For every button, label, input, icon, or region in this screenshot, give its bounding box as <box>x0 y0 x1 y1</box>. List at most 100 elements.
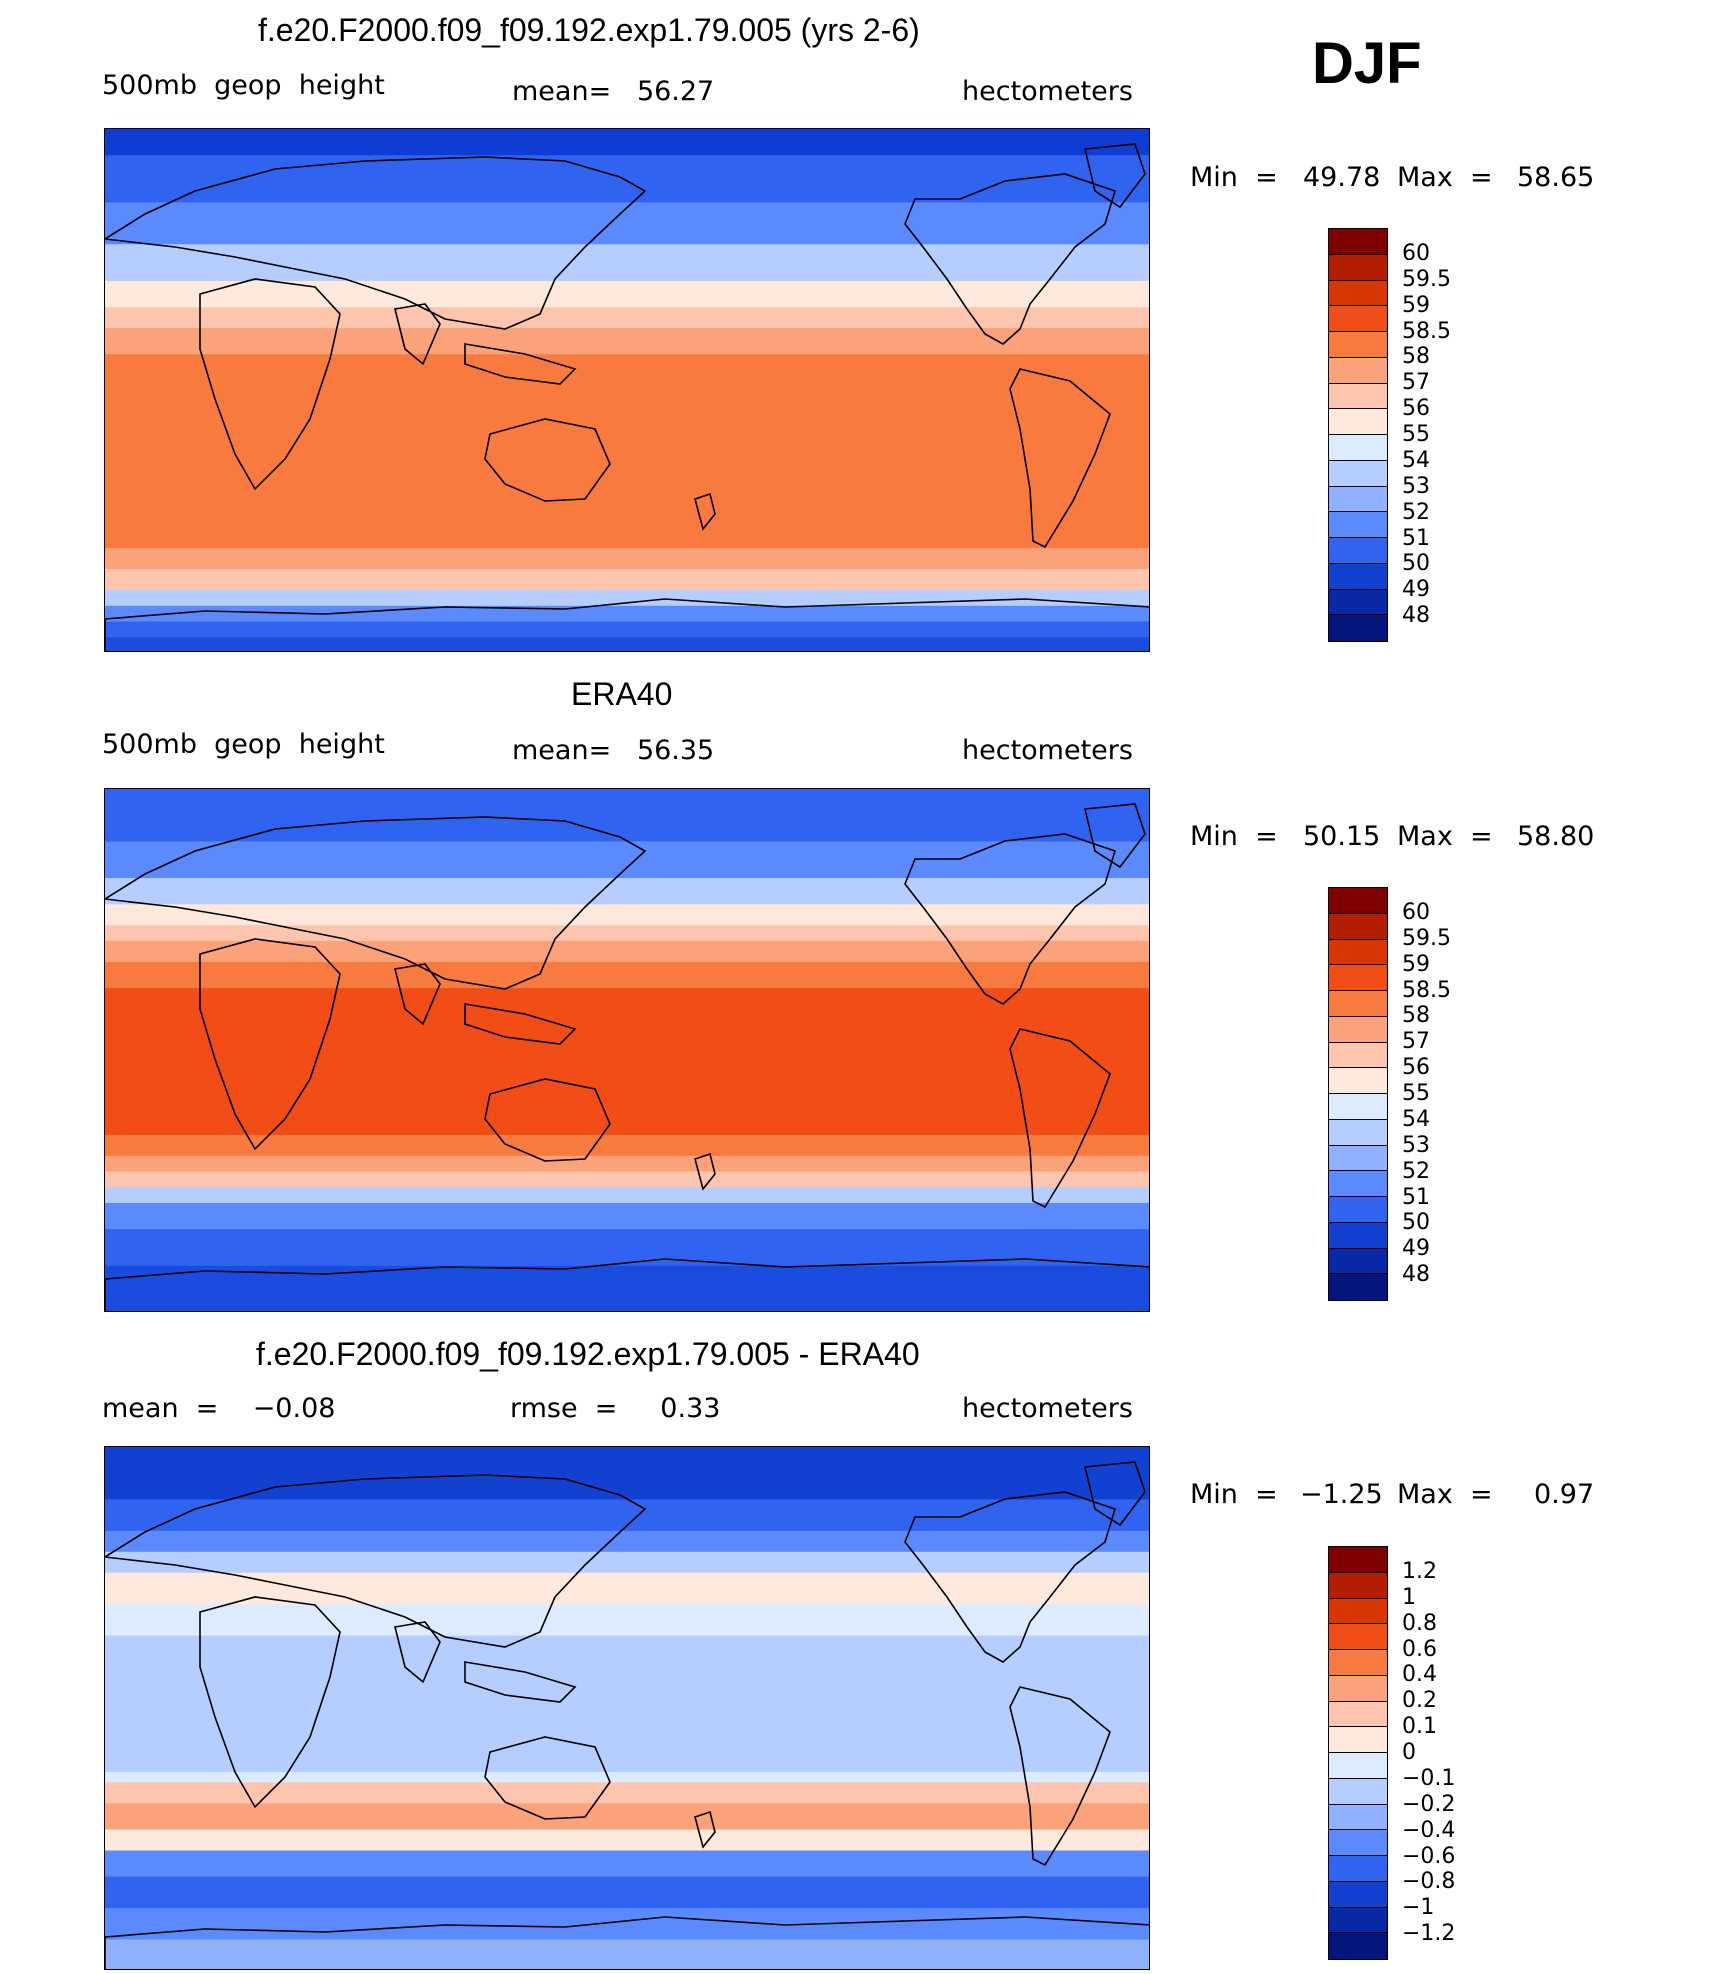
panel-3-max-label: Max = <box>1397 1479 1493 1510</box>
colorbar-swatch <box>1329 589 1387 616</box>
contour-band <box>105 1551 1149 1574</box>
panel-3-mean-label: mean = −0.08 <box>102 1393 336 1424</box>
colorbar-swatch <box>1329 332 1387 358</box>
coastline <box>1084 803 1146 869</box>
colorbar-tick-label: 50 <box>1402 1210 1430 1236</box>
colorbar-tick-label: 58 <box>1402 1003 1430 1029</box>
coastline <box>694 1152 716 1191</box>
contour-band <box>105 155 1149 203</box>
colorbar-swatch <box>1329 486 1387 513</box>
coastline <box>105 816 647 990</box>
colorbar-swatch <box>1329 1778 1387 1805</box>
panel-2-units-label: hectometers <box>962 735 1133 766</box>
colorbar-swatch <box>1329 280 1387 307</box>
colorbar-swatch <box>1329 1933 1387 1959</box>
contour-band <box>105 1771 1149 1783</box>
panel-1-max-label: Max = <box>1397 162 1493 193</box>
coastline <box>904 173 1116 345</box>
colorbar-tick-label: 0.4 <box>1402 1662 1437 1688</box>
contour-band <box>105 1171 1149 1188</box>
colorbar-tick-label: 0 <box>1402 1740 1416 1765</box>
contour-band <box>105 1134 1149 1157</box>
colorbar-swatch <box>1329 1804 1387 1831</box>
coastline <box>484 418 611 502</box>
colorbar-tick-label: 60 <box>1402 899 1430 925</box>
coastline <box>394 1621 441 1684</box>
panel-3-colorbar <box>1328 1546 1388 1960</box>
colorbar-tick-label: −0.6 <box>1402 1843 1456 1869</box>
colorbar-tick-label: 0.6 <box>1402 1636 1437 1662</box>
contour-band <box>105 1604 1149 1637</box>
colorbar-tick-label: 59 <box>1402 292 1430 318</box>
colorbar-swatch <box>1329 939 1387 966</box>
panel-3-units-label: hectometers <box>962 1393 1133 1424</box>
colorbar-tick-label: 56 <box>1402 1055 1430 1081</box>
contour-band <box>105 569 1149 591</box>
colorbar-tick-label: −1.2 <box>1402 1921 1456 1947</box>
colorbar-swatch <box>1329 1675 1387 1702</box>
colorbar-tick-label: −1 <box>1402 1895 1435 1921</box>
colorbar-swatch <box>1329 1145 1387 1172</box>
contour-band <box>105 1447 1149 1500</box>
colorbar-tick-label: 55 <box>1402 422 1430 447</box>
panel-1-min-label: Min = <box>1190 162 1278 193</box>
colorbar-tick-label: 49 <box>1402 577 1430 603</box>
panel-3-title: f.e20.F2000.f09_f09.192.exp1.79.005 - ER… <box>256 1336 920 1372</box>
panel-2-max-value: 58.80 <box>1517 821 1595 852</box>
colorbar-tick-label: 0.8 <box>1402 1610 1437 1636</box>
colorbar-swatch <box>1329 1830 1387 1856</box>
colorbar-swatch <box>1329 563 1387 590</box>
colorbar-tick-label: −0.4 <box>1402 1817 1456 1843</box>
colorbar-swatch <box>1329 1650 1387 1676</box>
coastline <box>199 1596 341 1809</box>
contour-band <box>105 925 1149 942</box>
contour-band <box>105 548 1149 570</box>
contour-band <box>105 307 1149 329</box>
coastline <box>904 1491 1116 1663</box>
coastline <box>484 1078 611 1162</box>
colorbar-tick-label: 60 <box>1402 240 1430 266</box>
colorbar-tick-label: 59.5 <box>1402 925 1451 951</box>
colorbar-swatch <box>1329 913 1387 940</box>
colorbar-tick-label: 52 <box>1402 1158 1430 1184</box>
colorbar-swatch <box>1329 357 1387 384</box>
colorbar-swatch <box>1329 460 1387 487</box>
colorbar-tick-label: 58.5 <box>1402 977 1451 1003</box>
contour-band <box>105 1829 1149 1851</box>
coastline <box>1009 1028 1111 1209</box>
panel-3-min-value: −1.25 <box>1300 1479 1383 1510</box>
colorbar-swatch <box>1329 1068 1387 1094</box>
coastline <box>394 963 441 1026</box>
colorbar-tick-label: 53 <box>1402 473 1430 499</box>
coastline <box>1084 143 1146 209</box>
contour-band <box>105 1635 1149 1773</box>
colorbar-swatch <box>1329 1881 1387 1908</box>
colorbar-tick-label: 57 <box>1402 1029 1430 1055</box>
colorbar-swatch <box>1329 1016 1387 1043</box>
colorbar-tick-label: 51 <box>1402 525 1430 551</box>
colorbar-tick-label: 0.1 <box>1402 1714 1437 1740</box>
coastline <box>694 1810 716 1849</box>
colorbar-swatch <box>1329 1222 1387 1249</box>
contour-band <box>105 590 1149 607</box>
contour-band <box>105 904 1149 926</box>
colorbar-swatch <box>1329 1624 1387 1650</box>
coastline <box>199 278 341 491</box>
contour-band <box>105 1155 1149 1173</box>
contour-band <box>105 961 1149 989</box>
coastline <box>105 598 1149 651</box>
colorbar-swatch <box>1329 1119 1387 1146</box>
colorbar-swatch <box>1329 1907 1387 1934</box>
colorbar-swatch <box>1329 615 1387 641</box>
panel-2-title: ERA40 <box>571 676 673 712</box>
panel-3-rmse-label: rmse = 0.33 <box>510 1393 721 1424</box>
colorbar-swatch <box>1329 1274 1387 1300</box>
panel-1-units-label: hectometers <box>962 76 1133 107</box>
colorbar-swatch <box>1329 1171 1387 1197</box>
colorbar-tick-label: −0.8 <box>1402 1869 1456 1895</box>
colorbar-tick-label: 59.5 <box>1402 266 1451 292</box>
panel-3-min-label: Min = <box>1190 1479 1278 1510</box>
colorbar-tick-label: 54 <box>1402 1106 1430 1132</box>
coastline <box>904 833 1116 1005</box>
contour-band <box>105 1202 1149 1230</box>
